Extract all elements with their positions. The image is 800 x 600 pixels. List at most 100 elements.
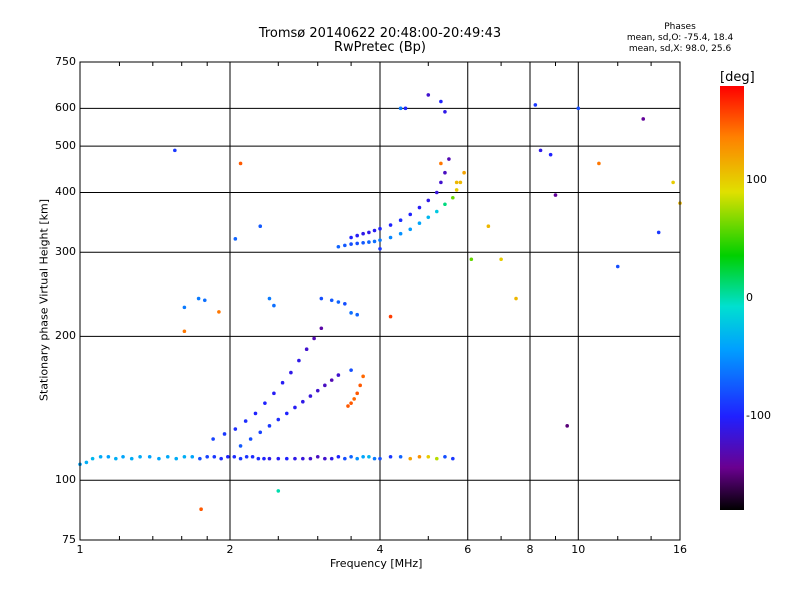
data-point bbox=[308, 394, 313, 398]
data-point bbox=[372, 228, 377, 233]
data-point bbox=[304, 347, 309, 352]
plot-frame bbox=[79, 61, 681, 541]
data-point bbox=[469, 257, 474, 262]
y-tick-label: 750 bbox=[55, 55, 76, 68]
data-point bbox=[238, 161, 243, 166]
data-point bbox=[434, 209, 439, 214]
data-point bbox=[403, 106, 408, 111]
data-point bbox=[129, 456, 134, 461]
data-point bbox=[656, 230, 661, 235]
data-point bbox=[121, 454, 125, 459]
x-tick-label: 1 bbox=[76, 543, 84, 556]
data-point bbox=[388, 314, 393, 319]
y-tick-label: 400 bbox=[55, 185, 76, 199]
x-tick-label: 8 bbox=[526, 543, 534, 556]
data-point bbox=[443, 170, 447, 175]
colorbar-label: [deg] bbox=[720, 70, 755, 85]
data-point bbox=[244, 454, 249, 459]
stats-heading: Phases bbox=[664, 22, 696, 32]
data-point bbox=[272, 303, 276, 308]
data-point bbox=[352, 397, 356, 401]
data-point bbox=[447, 157, 451, 161]
data-point bbox=[408, 456, 413, 461]
data-point bbox=[355, 241, 359, 246]
data-point bbox=[426, 454, 431, 459]
data-point bbox=[451, 195, 455, 200]
data-point bbox=[426, 93, 431, 97]
data-point bbox=[367, 230, 371, 235]
data-point bbox=[250, 454, 255, 459]
data-point bbox=[267, 424, 272, 428]
colorbar bbox=[720, 86, 744, 510]
data-point bbox=[355, 391, 359, 396]
data-point bbox=[454, 188, 459, 192]
data-point bbox=[439, 99, 443, 104]
data-point bbox=[378, 238, 382, 242]
data-point bbox=[272, 391, 276, 396]
data-point bbox=[451, 456, 455, 461]
data-point bbox=[319, 296, 324, 301]
stats-line-x: mean, sd,X: 98.0, 25.6 bbox=[628, 44, 732, 54]
colorbar-tick-label: -100 bbox=[746, 408, 771, 422]
data-point bbox=[349, 454, 353, 459]
data-point bbox=[398, 218, 403, 223]
data-point bbox=[157, 456, 161, 461]
data-point bbox=[434, 190, 439, 195]
data-point bbox=[408, 227, 413, 232]
data-point bbox=[263, 401, 267, 405]
data-point bbox=[426, 215, 431, 220]
data-point bbox=[232, 454, 237, 459]
data-point bbox=[358, 383, 362, 388]
x-tick-label: 4 bbox=[376, 543, 384, 556]
data-point bbox=[262, 456, 266, 461]
chart-title: Tromsø 20140622 20:48:00-20:49:43 bbox=[258, 26, 502, 41]
y-tick-label: 500 bbox=[55, 139, 76, 153]
data-point bbox=[346, 404, 350, 408]
data-point bbox=[205, 454, 209, 459]
x-tick-label: 2 bbox=[226, 543, 234, 556]
data-point bbox=[165, 454, 170, 459]
data-point bbox=[343, 243, 347, 248]
data-point bbox=[343, 456, 347, 461]
data-point bbox=[349, 311, 353, 315]
data-point bbox=[408, 212, 413, 217]
data-point bbox=[499, 257, 503, 262]
data-point bbox=[256, 456, 261, 461]
data-point bbox=[258, 430, 263, 435]
data-point bbox=[367, 454, 371, 459]
x-tick-label: 6 bbox=[464, 543, 472, 556]
data-point bbox=[222, 432, 227, 436]
data-point bbox=[196, 296, 201, 301]
y-tick-label: 200 bbox=[55, 329, 76, 343]
data-point bbox=[641, 117, 646, 121]
data-point bbox=[514, 296, 518, 301]
data-point bbox=[276, 456, 281, 461]
data-point bbox=[217, 310, 221, 314]
data-point bbox=[361, 454, 365, 459]
data-point bbox=[355, 312, 359, 317]
data-points bbox=[78, 93, 682, 511]
data-point bbox=[355, 456, 359, 461]
data-point bbox=[361, 374, 365, 379]
data-point bbox=[615, 264, 620, 269]
stats-line-o: mean, sd,O: -75.4, 18.4 bbox=[626, 33, 734, 43]
data-point bbox=[198, 456, 202, 461]
data-point bbox=[426, 198, 431, 203]
data-point bbox=[238, 444, 243, 448]
data-point bbox=[276, 417, 281, 422]
data-point bbox=[182, 454, 187, 459]
data-point bbox=[336, 454, 341, 459]
data-point bbox=[219, 456, 223, 461]
x-tick-label: 16 bbox=[673, 543, 687, 556]
data-point bbox=[293, 405, 297, 410]
y-tick-label: 75 bbox=[62, 533, 76, 546]
data-point bbox=[439, 180, 443, 185]
data-point bbox=[138, 454, 142, 459]
data-point bbox=[533, 103, 538, 107]
data-point bbox=[182, 329, 187, 334]
data-point bbox=[174, 456, 179, 461]
data-point bbox=[211, 437, 215, 441]
data-point bbox=[417, 454, 422, 459]
grid-lines bbox=[80, 62, 680, 540]
